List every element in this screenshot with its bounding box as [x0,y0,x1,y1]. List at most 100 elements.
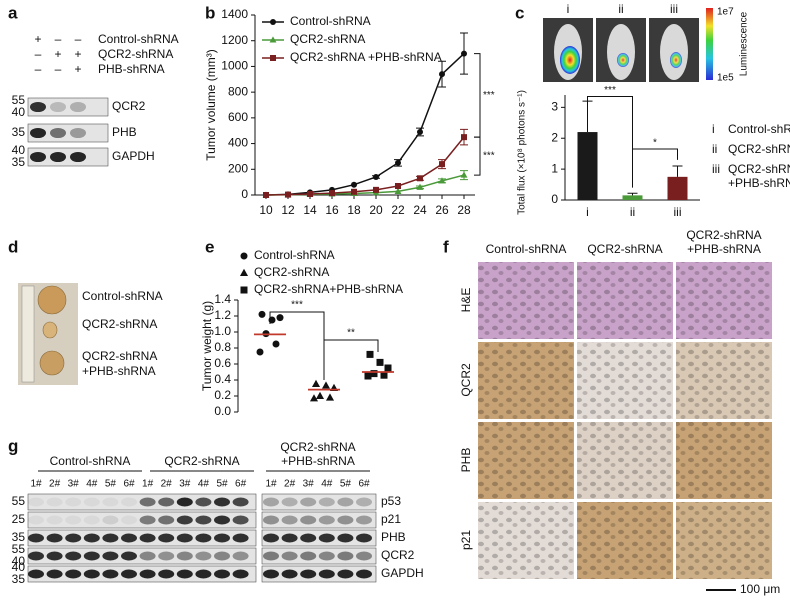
blot-band [46,569,63,579]
condition-label: QCR2-shRNA [98,47,173,61]
blot-band [46,533,63,543]
colorbar [706,8,713,80]
blot-label: GAPDH [381,566,424,580]
lane-label: 2# [49,479,61,490]
legend-numeral: iii [712,162,720,176]
lane-label: 1# [265,479,277,490]
panel-label: f [443,237,449,256]
group-header: QCR2-shRNA [280,440,355,454]
significance-label: *** [604,85,616,96]
blot-band [139,551,156,561]
data-point [307,190,313,197]
colorbar-label: 1e7 [717,7,734,18]
series-line [265,53,465,196]
lane-label: 1# [30,479,42,490]
condition-sign: – [35,62,42,76]
y-tick-label: 200 [228,161,248,175]
western-blot [261,511,377,529]
x-tick-label: 18 [347,203,361,217]
blot-band [214,515,230,525]
histology-texture [676,342,772,419]
legend-numeral: ii [712,142,717,156]
blot-band [121,497,137,507]
blot-band [300,515,317,525]
lane-label: 2# [284,479,296,490]
blot-band [70,151,86,163]
data-point [263,192,269,198]
blot-label: PHB [112,125,137,139]
x-tick-label: 14 [303,203,317,217]
blot-band [195,551,212,561]
lane-label: 1# [142,479,154,490]
legend-label: QCR2-shRNA [254,265,329,279]
condition-label: PHB-shRNA [98,62,165,76]
blot-band [281,533,298,543]
significance-bracket [632,148,678,182]
blot-band [158,515,175,525]
signal [560,46,580,74]
legend-marker [269,36,277,43]
legend-label: Control-shRNA [254,248,335,262]
blot-band [121,551,137,561]
legend-label: QCR2-shRNA +PHB-shRNA [290,50,442,64]
size-marker: 40 [12,560,26,574]
histology-texture [478,502,574,579]
blot-band [158,533,175,543]
western-blot [27,97,109,117]
size-marker: 35 [12,125,26,139]
tumor-label: +PHB-shRNA [82,364,156,378]
tumor-label: QCR2-shRNA [82,317,157,331]
blot-band [214,551,230,561]
blot-band [50,127,66,139]
y-tick-label: 0.4 [214,372,231,386]
blot-label: QCR2 [112,99,146,113]
blot-band [337,533,354,543]
lane-label: 5# [340,479,352,490]
y-tick-label: 0.6 [214,356,231,370]
blot-band [83,497,100,507]
image-label: ii [618,2,623,16]
x-tick-label: i [586,205,589,219]
row-label: p21 [459,530,473,550]
lane-label: 3# [303,479,315,490]
blot-label: PHB [381,530,406,544]
blot-band [28,533,44,543]
blot-band [337,551,354,561]
y-tick-label: 0.2 [214,388,231,402]
histology-texture [577,262,673,339]
tumor-label: Control-shRNA [82,289,163,303]
data-point [276,314,284,322]
y-tick-label: 600 [228,110,248,124]
size-marker: 55 [12,542,26,556]
size-marker: 40 [12,105,26,119]
blot-band [232,569,249,579]
histology-texture [577,502,673,579]
blot-band [139,497,156,507]
x-tick-label: 12 [281,203,295,217]
blot-band [195,497,212,507]
data-point [311,379,321,387]
histology-texture [478,422,574,499]
significance-label: * [653,138,657,149]
lane-label: 5# [216,479,228,490]
panel-label: d [8,237,18,256]
legend-label: QCR2-shRNA+PHB-shRNA [254,282,403,296]
blot-band [30,127,46,139]
x-tick-label: 28 [457,203,471,217]
blot-label: QCR2 [381,548,415,562]
significance-label: ** [347,328,355,339]
blot-band [337,497,354,507]
condition-sign: – [55,32,62,46]
x-tick-label: 10 [259,203,273,217]
condition-sign: – [35,47,42,61]
x-tick-label: 26 [435,203,449,217]
western-blot [27,147,109,167]
significance-bracket [474,136,481,176]
row-label: H&E [459,288,473,313]
blot-band [195,533,212,543]
significance-bracket [474,53,481,138]
blot-band [70,127,86,139]
lane-label: 6# [123,479,135,490]
y-tick-label: 400 [228,136,248,150]
